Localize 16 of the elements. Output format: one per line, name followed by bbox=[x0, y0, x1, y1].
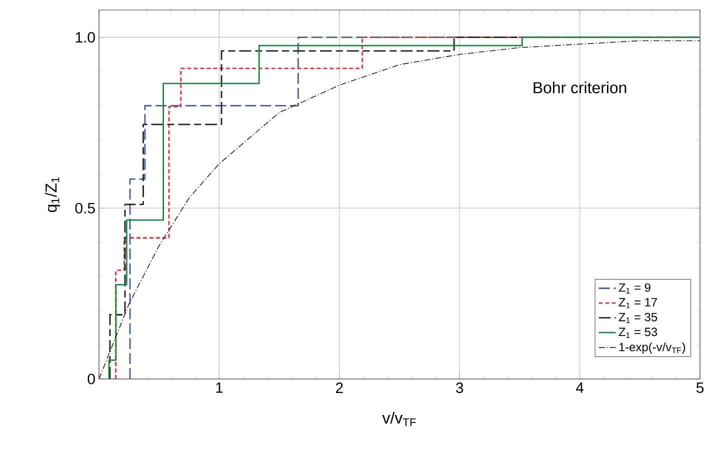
y-tick-label: 0.5 bbox=[75, 202, 95, 214]
x-tick-label: 1 bbox=[216, 382, 223, 393]
legend-label: Z$_{1}$ = 35 bbox=[618, 312, 658, 323]
legend-label: Z$_{1}$ = 17 bbox=[618, 298, 657, 308]
x-axis-title: v/v$_{TF}$ bbox=[382, 412, 416, 426]
annotation: Bohr criterion bbox=[534, 82, 626, 94]
x-tick-label: 4 bbox=[576, 382, 584, 393]
x-tick-label: 3 bbox=[456, 382, 464, 394]
y-tick-label: 0 bbox=[88, 374, 95, 384]
x-tick-label: 5 bbox=[696, 382, 704, 393]
legend-label: 1-exp(-v/v$_{TF}$) bbox=[619, 342, 686, 354]
legend-label: Z$_{1}$ = 9 bbox=[618, 283, 650, 294]
x-tick-label: 2 bbox=[336, 382, 343, 393]
y-tick-label: 1.0 bbox=[76, 32, 95, 43]
legend-label: Z$_{1}$ = 53 bbox=[618, 328, 658, 338]
y-axis-title: q$_{1}$/Z$_{1}$ bbox=[45, 177, 60, 212]
